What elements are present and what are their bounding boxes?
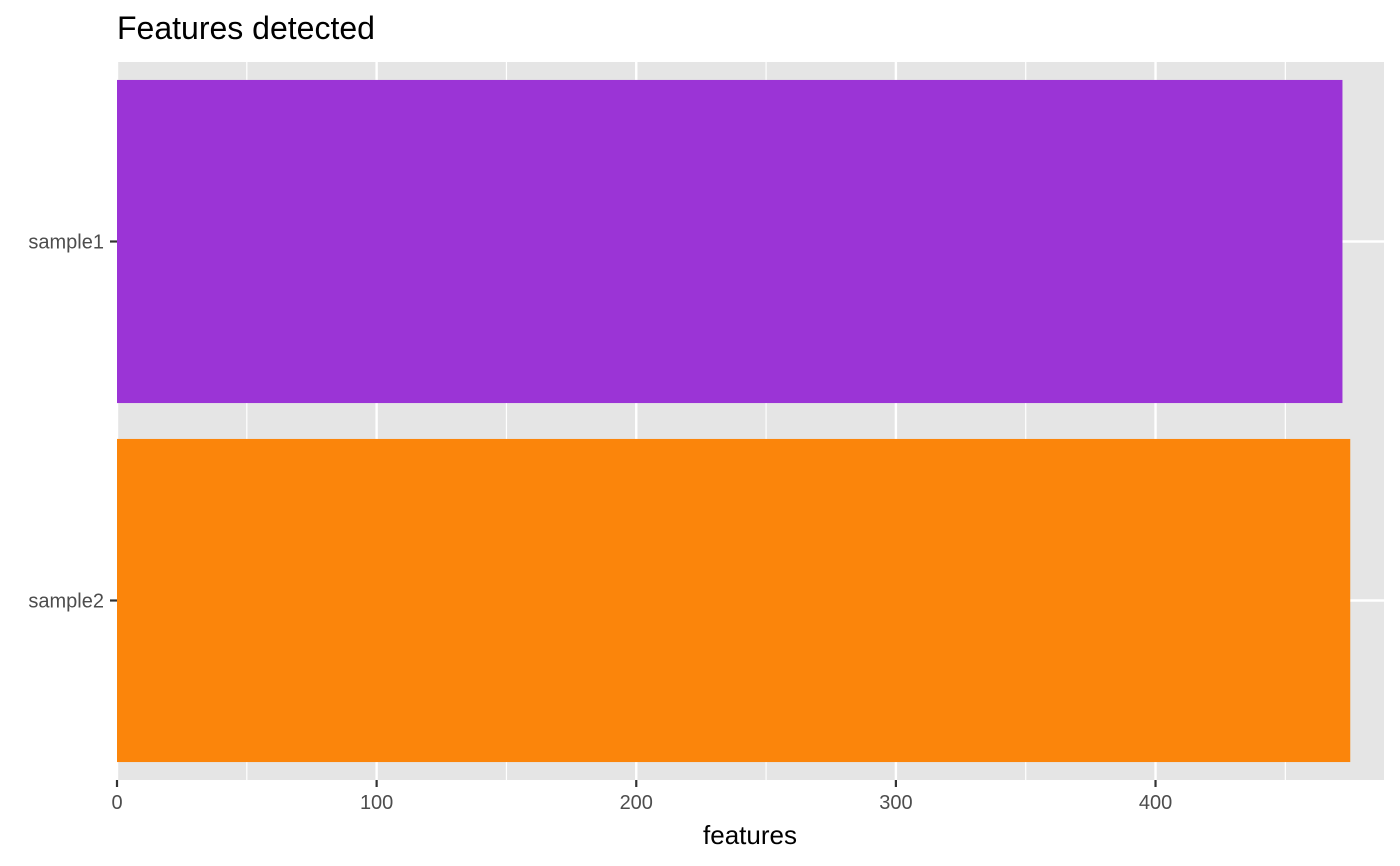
x-tick-label: 100 [360, 792, 393, 814]
y-tick-label: sample2 [28, 591, 104, 613]
x-tick-label: 200 [620, 792, 653, 814]
bars [117, 79, 1351, 763]
y-axis: sample1 sample2 [28, 232, 117, 613]
x-tick-label: 0 [111, 792, 122, 814]
chart-title: Features detected [117, 10, 375, 46]
bar-sample1 [117, 79, 1343, 404]
y-tick-label: sample1 [28, 232, 104, 254]
x-axis-title: features [703, 820, 797, 850]
bar-sample2 [117, 438, 1351, 763]
x-tick-label: 300 [879, 792, 912, 814]
x-tick-label: 400 [1139, 792, 1172, 814]
x-axis: 0 100 200 300 400 [111, 780, 1172, 814]
